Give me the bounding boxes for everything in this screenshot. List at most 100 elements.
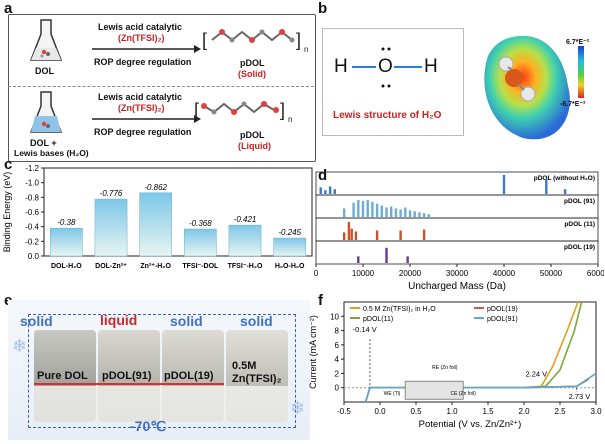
spectrum-peak (343, 232, 346, 240)
x-tick-label: 30000 (446, 269, 469, 278)
x-tick-label: 50000 (540, 269, 563, 278)
row2-arrow-icon (92, 115, 201, 123)
series-label: pDOL (without H₂O) (534, 175, 595, 182)
spectrum-peak (418, 212, 421, 217)
snowflake-icon-2: ❄ (290, 398, 306, 418)
row2-catalyst-formula: (Zn(TFSI)₂) (118, 103, 165, 113)
plot-frame (43, 167, 313, 257)
series-label: pDOL (19) (564, 244, 595, 251)
row1-arrow-icon (92, 45, 201, 53)
sample-label-2: pDOL(91) (102, 370, 152, 382)
panel-b-label: b (318, 0, 328, 17)
spectrum-peak (563, 189, 567, 194)
spectrum-peak (366, 199, 369, 217)
y-tick-label: 0.0 (28, 252, 40, 261)
spectrum-peak (347, 221, 351, 240)
y-tick-label: 4 (335, 355, 340, 364)
bar (184, 228, 217, 257)
spectrum-peak (422, 213, 426, 217)
binding-energy-chart: 0.0 -0.2 -0.4 -0.6 -0.8 -1.0 -1.2 Binding Energ… (2, 164, 313, 270)
annotation-label: 2.73 V (569, 392, 591, 401)
annotation-label: 2.24 V (525, 369, 547, 378)
x-tick-label: 2.5 (554, 407, 566, 416)
x-tick-label: 20000 (399, 269, 422, 278)
state-label-4: solid (240, 313, 273, 329)
bar-value-label: -0.776 (100, 189, 123, 198)
state-label-2: liquid (100, 312, 138, 328)
spectrum-peak (380, 205, 383, 217)
x-tick-label: 10000 (352, 269, 375, 278)
x-tick-label: 0.0 (374, 407, 386, 416)
sample-label-1: Pure DOL (37, 370, 88, 382)
spectrum-peak (406, 256, 409, 263)
flask-icon (29, 19, 63, 61)
y-axis-label: Binding Energy (eV) (2, 172, 12, 253)
spectrum-peak (324, 190, 327, 194)
spectrum-peak (371, 201, 374, 217)
sample-label-3: pDOL(19) (164, 370, 214, 382)
x-tick-label: H₂O-H₂O (275, 263, 305, 270)
x-axis-label: Uncharged Mass (Da) (408, 281, 506, 292)
x-tick-label: TFSI⁻-H₂O (228, 263, 263, 270)
temperature-label: -70℃ (130, 418, 166, 434)
short-chain-icon: [ ] n (194, 100, 292, 124)
x-tick-label: 1.0 (446, 407, 458, 416)
y-tick-label: -1.0 (25, 179, 39, 188)
lewis-box (322, 28, 464, 136)
x-tick-label: Zn²⁺-H₂O (140, 263, 171, 270)
row1-catalyst-formula: (Zn(TFSI)₂) (118, 33, 165, 43)
row1-product-state: (Solid) (238, 69, 266, 79)
panel-d-label: d (318, 167, 328, 184)
row2-product-name: pDOL (240, 130, 265, 140)
annotation-label: -0.14 V (353, 325, 377, 334)
x-tick-label: 60000 (587, 269, 604, 278)
bar-value-label: -0.368 (189, 219, 212, 228)
flask-water-icon (29, 91, 63, 133)
state-label-1: solid (20, 313, 53, 329)
svg-text:n: n (304, 45, 308, 54)
bar (228, 224, 262, 257)
spectrum-peak (408, 210, 412, 217)
svg-text:[: [ (194, 100, 199, 120)
x-tick-label: 0 (314, 269, 319, 278)
x-tick-label: 2.0 (518, 407, 530, 416)
bar-value-label: -0.245 (278, 228, 301, 237)
spectrum-peak (361, 200, 365, 217)
spectrum-peak (427, 214, 430, 217)
spectrum-peak (385, 247, 388, 263)
spectrum-peak (390, 206, 393, 217)
svg-text:n: n (288, 115, 292, 124)
sample-label-4: 0.5M Zn(TFSI)₂ (232, 360, 282, 385)
row2-product-state: (Liquid) (238, 141, 271, 151)
spectrum-peak (352, 202, 355, 217)
spectrum-peak (357, 256, 360, 263)
spectrum-peak (328, 186, 332, 194)
row1-product-name: pDOL (240, 58, 265, 68)
panel-a-frame (8, 14, 316, 162)
legend-label: pDOL(11) (363, 316, 393, 323)
bar-value-label: -0.38 (57, 218, 76, 227)
red-band (34, 383, 224, 385)
bar (139, 192, 172, 257)
bar (94, 198, 128, 257)
svg-text:]: ] (280, 100, 285, 120)
state-label-3: solid (170, 313, 203, 329)
frozen-layer (34, 386, 288, 422)
row2-flask-label-1: DOL + (30, 138, 57, 148)
spectrum-peak (404, 207, 407, 217)
spectrum-peak (399, 230, 402, 240)
series-label: pDOL (91) (564, 198, 595, 205)
spectrum-peak (357, 199, 360, 217)
panel-c-label: c (4, 156, 13, 173)
bar-value-label: -0.421 (234, 215, 257, 224)
x-tick-label: 40000 (493, 269, 516, 278)
lewis-caption: Lewis structure of H₂O (333, 110, 442, 121)
row1-catalyst-line: Lewis acid catalytic (98, 22, 183, 32)
polymer-chain-icon: [ ] n (202, 29, 308, 54)
y-tick-label: -0.4 (25, 223, 39, 232)
spectrum-peak (394, 208, 398, 217)
spectrum-peak (422, 229, 426, 240)
lewis-h-left: H (334, 56, 348, 77)
spectrum-peak (375, 230, 379, 240)
spectrum-peak (343, 208, 346, 217)
